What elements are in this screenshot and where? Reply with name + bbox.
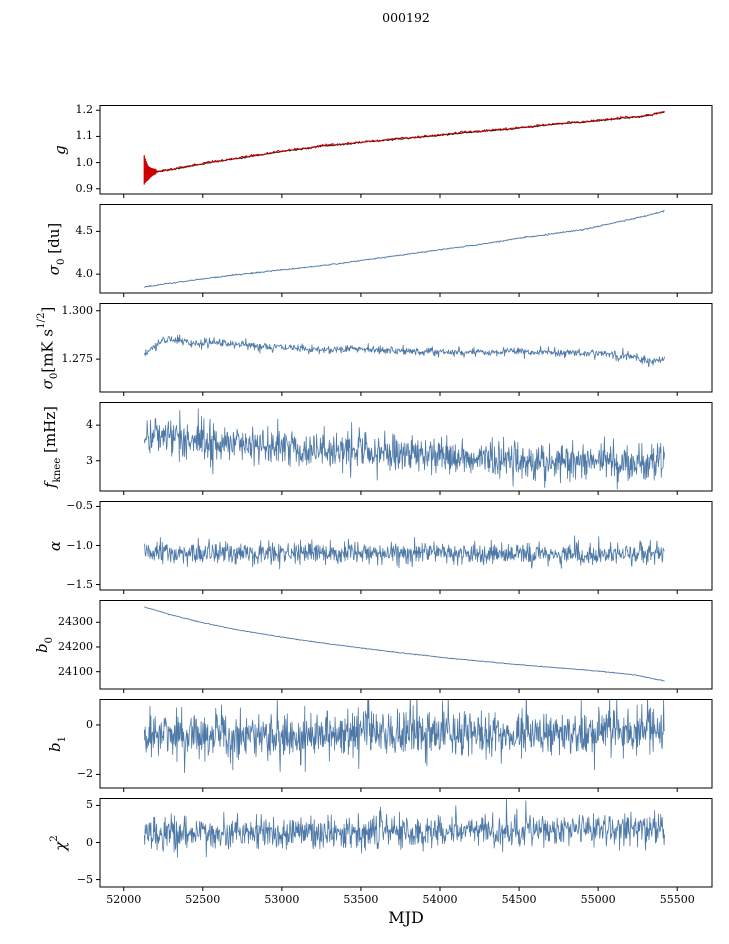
panel-b1: 0 −2 b1	[0, 699, 729, 792]
xtick-label: 55000	[580, 893, 616, 906]
xtick-label: 53000	[264, 893, 300, 906]
panel-b0: 24100 24200 24300 b0	[0, 600, 729, 693]
ylabel-part: ]	[38, 306, 57, 312]
xtick-label: 52000	[106, 893, 142, 906]
ytick-label-chi2: −5	[76, 872, 93, 886]
ytick-label-g: 1.0	[75, 155, 94, 169]
ytick-label-b1: −2	[76, 767, 93, 781]
panel-fknee: 3 4 fknee [mHz]	[0, 402, 729, 495]
axes-frame	[99, 600, 713, 690]
tick-marks	[96, 230, 678, 297]
ytick-label-alpha: −1.5	[66, 577, 93, 591]
data-line-sigma0-mks	[143, 334, 665, 368]
data-line-alpha	[143, 535, 665, 570]
data-line-sigma0-du	[144, 209, 665, 288]
series-sigma0-mks	[143, 334, 665, 368]
panel-chi2: 5 0 −5 χ2 52000 52500 53000 53500 54000 54500 5500…	[0, 798, 729, 906]
data-line-g-gain	[143, 110, 665, 174]
x-axis-label: MJD	[388, 908, 424, 927]
panel-sigma0-mks: 1.275 1.300 σ0[mK s1/2]	[0, 303, 729, 396]
xtick-label: 54000	[422, 893, 458, 906]
ytick-label-sigma0-mks: 1.275	[61, 352, 94, 366]
axes-frame	[99, 699, 713, 789]
xtick-label: 52500	[185, 893, 221, 906]
panel-sigma0-du: 4.0 4.5 σ0 [du]	[0, 204, 729, 297]
panel-alpha: −0.5 −1.0 −1.5 α	[0, 499, 729, 594]
data-line-b1	[143, 699, 665, 774]
axes-frame	[99, 105, 713, 195]
series-fknee	[143, 408, 665, 490]
tick-marks	[96, 724, 678, 792]
tick-marks	[96, 109, 678, 198]
ytick-label-fknee: 3	[86, 453, 93, 467]
tick-marks	[96, 804, 678, 891]
series-alpha	[143, 535, 665, 570]
ylabel-part: 1/2	[36, 311, 47, 329]
ytick-label-g: 1.2	[75, 103, 94, 117]
plot-area-alpha	[96, 501, 713, 594]
series-chi2	[143, 798, 665, 858]
ytick-label-b0: 24100	[58, 664, 93, 678]
axes-frame	[99, 402, 713, 492]
plot-area-sigma0-du	[96, 204, 713, 297]
y-axis-label-chi2: χ2	[44, 733, 70, 944]
ytick-label-sigma0-du: 4.0	[75, 267, 94, 281]
ylabel-part: 2	[49, 834, 60, 842]
ytick-label-g: 0.9	[75, 181, 94, 195]
ytick-label-b0: 24200	[58, 639, 93, 653]
ytick-label-sigma0-mks: 1.300	[61, 303, 94, 317]
axes-frame	[99, 798, 713, 888]
ytick-label-g: 1.1	[75, 129, 94, 143]
plot-area-b1	[96, 699, 713, 792]
xtick-label: 55500	[659, 893, 695, 906]
plot-area-sigma0-mks	[96, 303, 713, 396]
axes-frame	[99, 303, 713, 393]
series-b0	[144, 606, 665, 682]
tick-marks	[96, 621, 678, 693]
data-line-chi2	[143, 798, 665, 858]
ytick-label-b1: 0	[86, 717, 93, 731]
series-g-gain	[143, 110, 665, 185]
data-line-fknee	[143, 408, 665, 490]
chart-title: 000192	[382, 10, 430, 25]
plot-area-g	[96, 105, 713, 198]
plot-area-b0	[96, 600, 713, 693]
ytick-label-chi2: 0	[86, 835, 93, 849]
ytick-label-alpha: −1.0	[66, 538, 93, 552]
ytick-label-chi2: 5	[86, 798, 93, 812]
tick-marks	[96, 505, 678, 594]
series-sigma0-du	[144, 209, 665, 288]
xtick-label: 54500	[501, 893, 537, 906]
ytick-label-b0: 24300	[58, 615, 93, 629]
tick-marks	[96, 310, 678, 396]
series-b1	[143, 699, 665, 774]
plot-area-fknee	[96, 402, 713, 495]
data-line-b0	[144, 606, 665, 682]
ylabel-part: χ	[51, 841, 70, 851]
xtick-label: 53500	[343, 893, 379, 906]
ytick-label-alpha: −0.5	[66, 499, 93, 513]
plot-area-chi2	[96, 798, 713, 891]
ytick-label-fknee: 4	[86, 418, 93, 432]
axes-frame	[99, 204, 713, 294]
tick-marks	[96, 424, 678, 495]
ytick-label-sigma0-du: 4.5	[75, 224, 94, 238]
panel-g: 0.9 1.0 1.1 1.2 g	[0, 103, 729, 198]
